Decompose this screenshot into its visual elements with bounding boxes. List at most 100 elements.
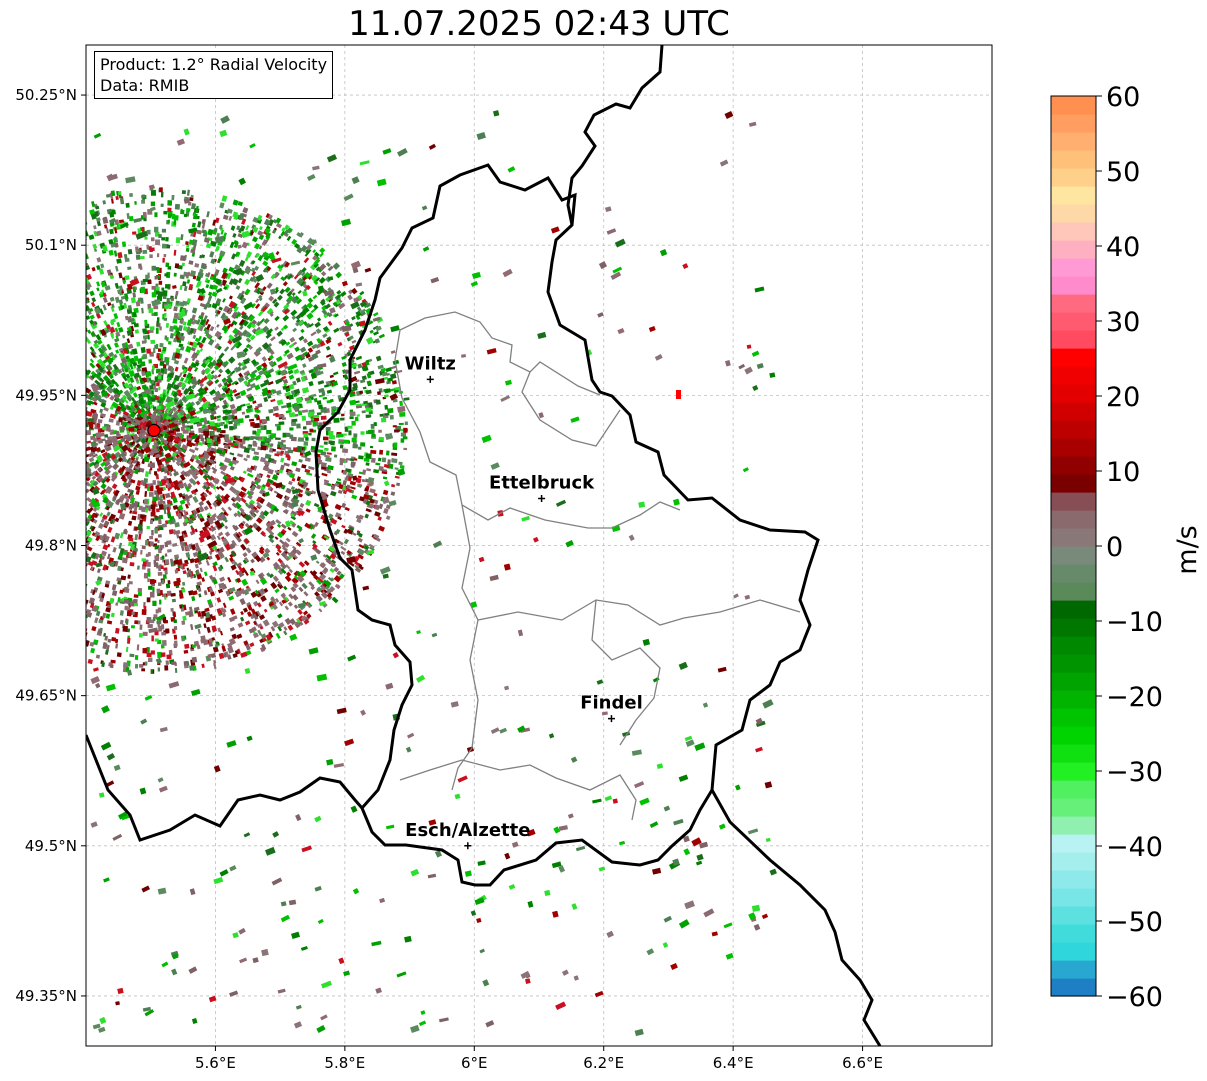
colorbar-swatch <box>1051 780 1096 799</box>
colorbar-swatch <box>1051 420 1096 439</box>
colorbar-tick-label: −30 <box>1106 757 1163 788</box>
colorbar-tick-label: 30 <box>1106 307 1140 338</box>
radar-site-marker <box>147 423 161 437</box>
colorbar-tick-label: −60 <box>1106 982 1163 1013</box>
colorbar-swatch <box>1051 672 1096 691</box>
city-wiltz: Wiltz <box>405 353 456 383</box>
colorbar-swatch <box>1051 150 1096 169</box>
product-label: Product: 1.2° Radial Velocity <box>100 55 328 74</box>
city-label: Esch/Alzette <box>405 820 530 841</box>
city-markers: Wiltz Ettelbruck Findel Esch/Alzette <box>405 353 643 850</box>
product-info-box: Product: 1.2° Radial Velocity Data: RMIB <box>94 51 334 99</box>
colorbar-swatch <box>1051 942 1096 961</box>
colorbar-swatch <box>1051 546 1096 565</box>
y-tick-label: 50.1°N <box>25 236 77 254</box>
colorbar-swatch <box>1051 348 1096 367</box>
colorbar-tick-label: 0 <box>1106 532 1123 563</box>
y-tick-label: 49.65°N <box>15 687 77 705</box>
city-label: Findel <box>580 693 643 714</box>
colorbar-swatch <box>1051 906 1096 925</box>
colorbar-swatch <box>1051 96 1096 115</box>
colorbar: 60 50 40 30 20 10 0 −10 −20 −30 −40 −50 −60 <box>1050 82 1163 1013</box>
colorbar-swatch <box>1051 492 1096 511</box>
map-title: 11.07.2025 02:43 UTC <box>348 4 730 44</box>
colorbar-swatch <box>1051 834 1096 853</box>
colorbar-swatch <box>1051 690 1096 709</box>
colorbar-swatch <box>1051 636 1096 655</box>
colorbar-swatch <box>1051 600 1096 619</box>
germany-south-border <box>710 789 882 1046</box>
colorbar-swatch <box>1051 186 1096 205</box>
colorbar-tick-label: −20 <box>1106 682 1163 713</box>
y-tick-label: 49.35°N <box>15 987 77 1005</box>
city-ettelbruck: Ettelbruck <box>489 472 595 502</box>
colorbar-tick-label: 50 <box>1106 157 1140 188</box>
y-tick-label: 50.25°N <box>15 86 77 104</box>
data-source-label: Data: RMIB <box>100 76 190 95</box>
colorbar-swatch <box>1051 384 1096 403</box>
colorbar-swatch <box>1051 204 1096 223</box>
colorbar-swatch <box>1051 726 1096 745</box>
longitude-ticks: 5.6°E 5.8°E 6°E 6.2°E 6.4°E 6.6°E <box>195 1046 883 1072</box>
x-tick-label: 5.8°E <box>324 1054 365 1072</box>
colorbar-tick-label: 10 <box>1106 457 1140 488</box>
colorbar-swatch <box>1051 168 1096 187</box>
city-marker-icon <box>464 842 472 850</box>
city-findel: Findel <box>580 693 643 723</box>
colorbar-swatch <box>1051 744 1096 763</box>
colorbar-swatch <box>1051 564 1096 583</box>
city-label: Ettelbruck <box>489 472 595 493</box>
country-borders <box>86 45 882 1046</box>
colorbar-swatch <box>1051 870 1096 889</box>
colorbar-swatch <box>1051 528 1096 547</box>
latitude-ticks: 50.25°N 50.1°N 49.95°N 49.8°N 49.65°N 49.5°N 4… <box>15 86 86 1005</box>
y-tick-label: 49.95°N <box>15 386 77 404</box>
colorbar-swatch <box>1051 330 1096 349</box>
colorbar-swatch <box>1051 312 1096 331</box>
canton-boundaries <box>394 311 801 821</box>
x-tick-label: 6.6°E <box>842 1054 883 1072</box>
colorbar-swatch <box>1051 924 1096 943</box>
colorbar-swatch <box>1051 132 1096 151</box>
gridlines <box>86 45 992 1046</box>
city-eschalzette: Esch/Alzette <box>405 820 530 850</box>
colorbar-tick-label: −50 <box>1106 907 1163 938</box>
colorbar-tick-label: 40 <box>1106 232 1140 263</box>
colorbar-swatch <box>1051 438 1096 457</box>
colorbar-swatch <box>1051 762 1096 781</box>
colorbar-tick-label: 60 <box>1106 82 1140 113</box>
colorbar-swatch <box>1051 510 1096 529</box>
colorbar-swatch <box>1051 240 1096 259</box>
colorbar-swatch <box>1051 258 1096 277</box>
colorbar-swatch <box>1051 582 1096 601</box>
colorbar-swatch <box>1051 402 1096 421</box>
x-tick-label: 6°E <box>461 1054 488 1072</box>
colorbar-swatch <box>1051 474 1096 493</box>
colorbar-swatch <box>1051 708 1096 727</box>
city-marker-icon <box>426 375 434 383</box>
colorbar-swatch <box>1051 294 1096 313</box>
x-tick-label: 6.4°E <box>713 1054 754 1072</box>
colorbar-swatch <box>1051 366 1096 385</box>
colorbar-swatch <box>1051 978 1096 997</box>
colorbar-swatch <box>1051 222 1096 241</box>
x-tick-label: 6.2°E <box>583 1054 624 1072</box>
colorbar-swatch <box>1051 114 1096 133</box>
colorbar-swatch <box>1051 960 1096 979</box>
city-marker-icon <box>607 715 615 723</box>
colorbar-swatch <box>1051 888 1096 907</box>
germany-east-border <box>566 45 664 226</box>
colorbar-unit-label: m/s <box>1172 525 1203 574</box>
colorbar-swatch <box>1051 654 1096 673</box>
colorbar-swatch <box>1051 798 1096 817</box>
colorbar-swatch <box>1051 816 1096 835</box>
colorbar-swatch <box>1051 618 1096 637</box>
city-label: Wiltz <box>405 353 456 374</box>
y-tick-label: 49.8°N <box>25 537 77 555</box>
colorbar-swatch <box>1051 852 1096 871</box>
radar-velocity-field <box>86 110 777 1037</box>
colorbar-swatch <box>1051 276 1096 295</box>
y-tick-label: 49.5°N <box>25 837 77 855</box>
colorbar-tick-label: −10 <box>1106 607 1163 638</box>
